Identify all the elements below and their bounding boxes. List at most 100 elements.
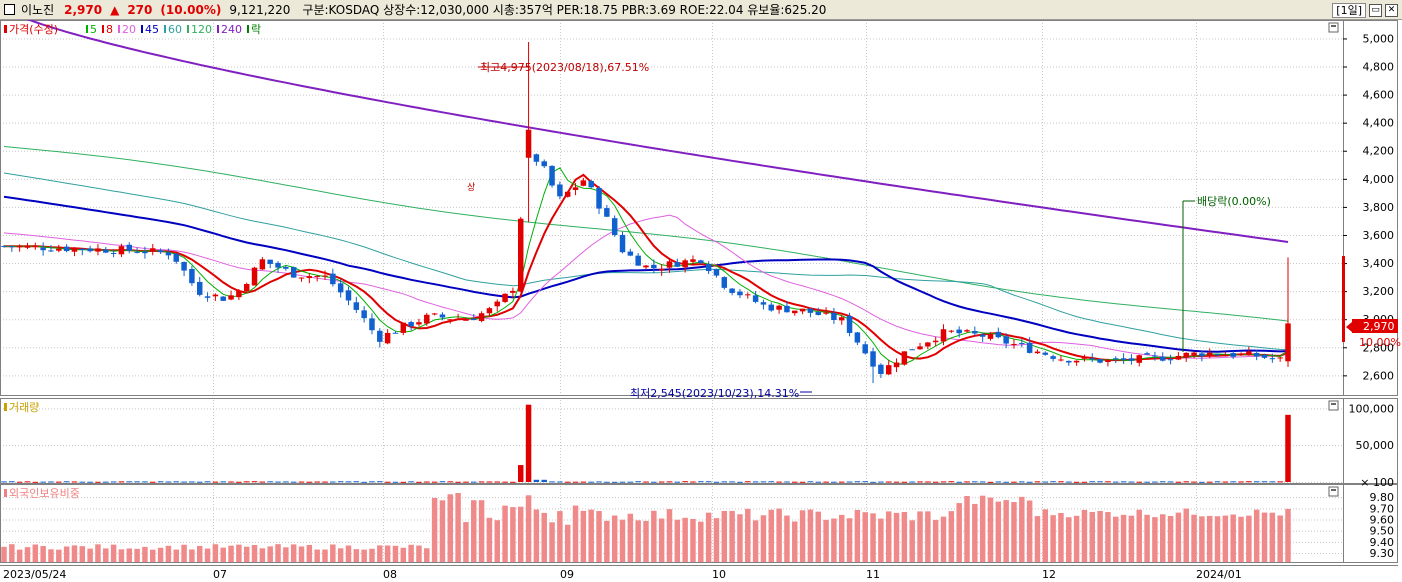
volume-bar	[878, 481, 884, 483]
panel-menu-icon	[1328, 400, 1339, 411]
volume-bar	[917, 481, 923, 483]
foreign-tick-label: 9.30	[1370, 547, 1395, 560]
candle-body	[1042, 352, 1049, 355]
foreign-ownership-bar	[87, 548, 93, 562]
foreign-ownership-bar	[964, 495, 970, 562]
candle-body	[1073, 360, 1080, 363]
volume-bar	[1222, 481, 1229, 483]
volume-bar	[48, 481, 54, 483]
volume-bar	[134, 481, 140, 483]
volume-bar	[932, 481, 939, 483]
panel-menu-icon	[1328, 486, 1339, 497]
candle-body	[134, 251, 140, 253]
foreign-ownership-bar	[353, 549, 360, 562]
volume-bar	[705, 481, 712, 483]
ma5-line	[3, 167, 1289, 365]
foreign-ownership-bar	[392, 545, 399, 562]
candle-body	[643, 265, 649, 268]
price-tick-label: 2,600	[1363, 369, 1395, 382]
foreign-ownership-bar	[173, 549, 179, 562]
foreign-ownership-bar	[682, 517, 688, 562]
foreign-ownership-bar	[1011, 502, 1017, 562]
foreign-ownership-bar	[611, 515, 618, 562]
foreign-ownership-bar	[220, 547, 226, 562]
foreign-ownership-bar	[643, 520, 649, 562]
foreign-ownership-bar	[525, 495, 532, 562]
candle-body	[377, 330, 383, 342]
volume-bar	[925, 481, 931, 483]
x-tick-label: 08	[383, 568, 397, 581]
foreign-ownership-bar	[1191, 514, 1197, 562]
foreign-ownership-bar	[533, 509, 540, 562]
candle-body	[103, 249, 109, 253]
volume-bar	[71, 481, 78, 483]
volume-bar	[290, 481, 297, 483]
volume-bar	[1246, 481, 1252, 483]
candle-body	[400, 322, 407, 333]
candle-body	[110, 252, 117, 254]
volume-bar	[1113, 481, 1119, 483]
volume-bar	[838, 481, 845, 483]
candle-body	[1034, 351, 1041, 354]
candle-body	[1120, 358, 1127, 360]
volume-bar	[63, 481, 70, 483]
close-button[interactable]: ✕	[1385, 4, 1398, 17]
ma45-line	[3, 195, 1289, 353]
candle-body	[525, 129, 532, 158]
volume-bar	[682, 481, 688, 483]
candle-body	[71, 248, 78, 252]
foreign-ownership-bar	[337, 548, 344, 562]
foreign-ownership-bar	[846, 518, 853, 562]
candle-body	[909, 349, 915, 351]
foreign-ownership-bar	[165, 545, 172, 562]
candle-body	[979, 334, 986, 337]
foreign-ownership-bar	[1113, 516, 1119, 562]
candle-body	[1214, 354, 1221, 356]
foreign-ownership-bar	[110, 544, 117, 562]
trade-volume: 9,121,220	[229, 2, 291, 17]
volume-bar	[204, 481, 211, 483]
volume-bar	[533, 479, 540, 482]
candle-body	[588, 180, 594, 188]
foreign-ownership-bar	[1097, 510, 1103, 562]
foreign-ownership-bar	[118, 549, 125, 562]
volume-bar	[400, 481, 407, 483]
foreign-ownership-bar	[142, 546, 148, 562]
candle-body	[32, 245, 39, 248]
volume-bar	[345, 481, 352, 483]
volume-bar	[150, 481, 156, 483]
ma-legend-swatch	[102, 25, 104, 33]
volume-bar	[1097, 481, 1103, 483]
foreign-ownership-bar	[486, 517, 493, 562]
restore-button[interactable]: ▭	[1369, 4, 1382, 17]
volume-bar	[972, 481, 978, 483]
candle-body	[815, 312, 821, 315]
candle-body	[651, 264, 657, 269]
foreign-ownership-bar	[588, 509, 594, 562]
ma-legend-swatch	[187, 25, 189, 33]
foreign-ownership-bar	[768, 509, 775, 562]
foreign-ownership-bar	[807, 509, 814, 562]
period-button[interactable]: [1일]	[1332, 3, 1366, 18]
candle-body	[627, 251, 634, 256]
candle-body	[854, 332, 861, 343]
candle-body	[1206, 352, 1213, 357]
volume-bar	[1, 481, 7, 483]
volume-bar	[854, 481, 861, 483]
price-legend-label: 가격(수정)	[9, 23, 58, 36]
candle-body	[995, 331, 1002, 338]
volume-bar	[369, 481, 375, 483]
stock-chart[interactable]: 2023/05/24 07 08 09 10 11 12 2024/01 2,600 2,800 3…	[0, 20, 1402, 582]
foreign-ownership-bar	[251, 544, 258, 562]
candle-body	[885, 365, 892, 375]
foreign-ownership-bar	[784, 515, 790, 562]
foreign-ownership-bar	[384, 545, 391, 562]
volume-bar	[236, 481, 242, 483]
foreign-ownership-bar	[1120, 514, 1127, 562]
candle-body	[807, 308, 814, 313]
window-icon	[4, 4, 15, 15]
candle-body	[1230, 353, 1236, 357]
foreign-ownership-bar	[564, 524, 571, 562]
foreign-ownership-bar	[1128, 515, 1135, 562]
candle-body	[424, 314, 430, 324]
